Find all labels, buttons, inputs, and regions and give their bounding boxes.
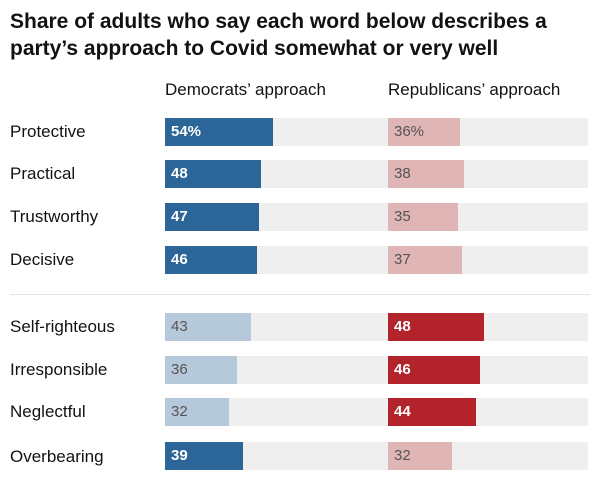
rep-bar-neglectful bbox=[388, 398, 476, 426]
dem-value-label-irresponsible: 36 bbox=[171, 361, 188, 378]
rep-value-label-protective: 36% bbox=[394, 123, 425, 140]
dem-value-label-trustworthy: 47 bbox=[171, 208, 188, 225]
dem-value-label-overbearing: 39 bbox=[171, 447, 188, 464]
rep-value-label-practical: 38 bbox=[394, 165, 411, 182]
row-label-irresponsible: Irresponsible bbox=[10, 360, 108, 379]
dem-bar-neglectful bbox=[165, 398, 229, 426]
rep-bar-irresponsible bbox=[388, 356, 480, 384]
dem-value-label-practical: 48 bbox=[171, 165, 188, 182]
rep-track-self-righteous: 48 bbox=[388, 313, 588, 341]
rep-value-label-decisive: 37 bbox=[394, 251, 411, 268]
row-label-trustworthy: Trustworthy bbox=[10, 207, 99, 226]
dem-track-decisive: 46 bbox=[165, 246, 389, 274]
dem-bar-protective bbox=[165, 118, 273, 146]
rep-bar-practical bbox=[388, 160, 464, 188]
republicans-column-header: Republicans’ approach bbox=[388, 80, 561, 99]
dem-value-label-protective: 54% bbox=[171, 123, 202, 140]
rep-track-practical: 38 bbox=[388, 160, 588, 188]
rep-bar-trustworthy bbox=[388, 203, 458, 231]
row-label-neglectful: Neglectful bbox=[10, 402, 86, 421]
rep-value-label-trustworthy: 35 bbox=[394, 208, 411, 225]
dem-bar-trustworthy bbox=[165, 203, 259, 231]
rep-track-protective: 36% bbox=[388, 118, 588, 146]
dem-track-trustworthy: 47 bbox=[165, 203, 389, 231]
rep-bar-overbearing bbox=[388, 442, 452, 470]
democrats-column-header: Democrats’ approach bbox=[165, 80, 326, 99]
dem-track-irresponsible: 36 bbox=[165, 356, 389, 384]
dem-track-neglectful: 32 bbox=[165, 398, 389, 426]
dem-track-self-righteous: 43 bbox=[165, 313, 389, 341]
dem-track-overbearing: 39 bbox=[165, 442, 389, 470]
rep-value-label-irresponsible: 46 bbox=[394, 361, 411, 378]
dem-value-label-neglectful: 32 bbox=[171, 403, 188, 420]
dem-bar-irresponsible bbox=[165, 356, 237, 384]
dem-bar-decisive bbox=[165, 246, 257, 274]
row-label-protective: Protective bbox=[10, 122, 86, 141]
dem-value-label-self-righteous: 43 bbox=[171, 318, 188, 335]
dem-bar-practical bbox=[165, 160, 261, 188]
rep-track-decisive: 37 bbox=[388, 246, 588, 274]
rep-value-label-overbearing: 32 bbox=[394, 447, 411, 464]
dem-track-protective: 54% bbox=[165, 118, 389, 146]
row-label-overbearing: Overbearing bbox=[10, 447, 104, 466]
dem-bar-self-righteous bbox=[165, 313, 251, 341]
row-label-self-righteous: Self-righteous bbox=[10, 317, 115, 336]
dem-value-label-decisive: 46 bbox=[171, 251, 188, 268]
rep-bar-self-righteous bbox=[388, 313, 484, 341]
rep-track-trustworthy: 35 bbox=[388, 203, 588, 231]
row-label-practical: Practical bbox=[10, 164, 76, 183]
row-label-decisive: Decisive bbox=[10, 250, 75, 269]
rep-track-neglectful: 44 bbox=[388, 398, 588, 426]
chart-title: Share of adults who say each word below … bbox=[10, 10, 547, 60]
rep-value-label-neglectful: 44 bbox=[394, 403, 411, 420]
dem-track-practical: 48 bbox=[165, 160, 389, 188]
rep-bar-decisive bbox=[388, 246, 462, 274]
group-divider bbox=[10, 294, 590, 295]
rep-bar-protective bbox=[388, 118, 460, 146]
rep-value-label-self-righteous: 48 bbox=[394, 318, 411, 335]
rep-track-overbearing: 32 bbox=[388, 442, 588, 470]
rep-track-irresponsible: 46 bbox=[388, 356, 588, 384]
dem-bar-overbearing bbox=[165, 442, 243, 470]
